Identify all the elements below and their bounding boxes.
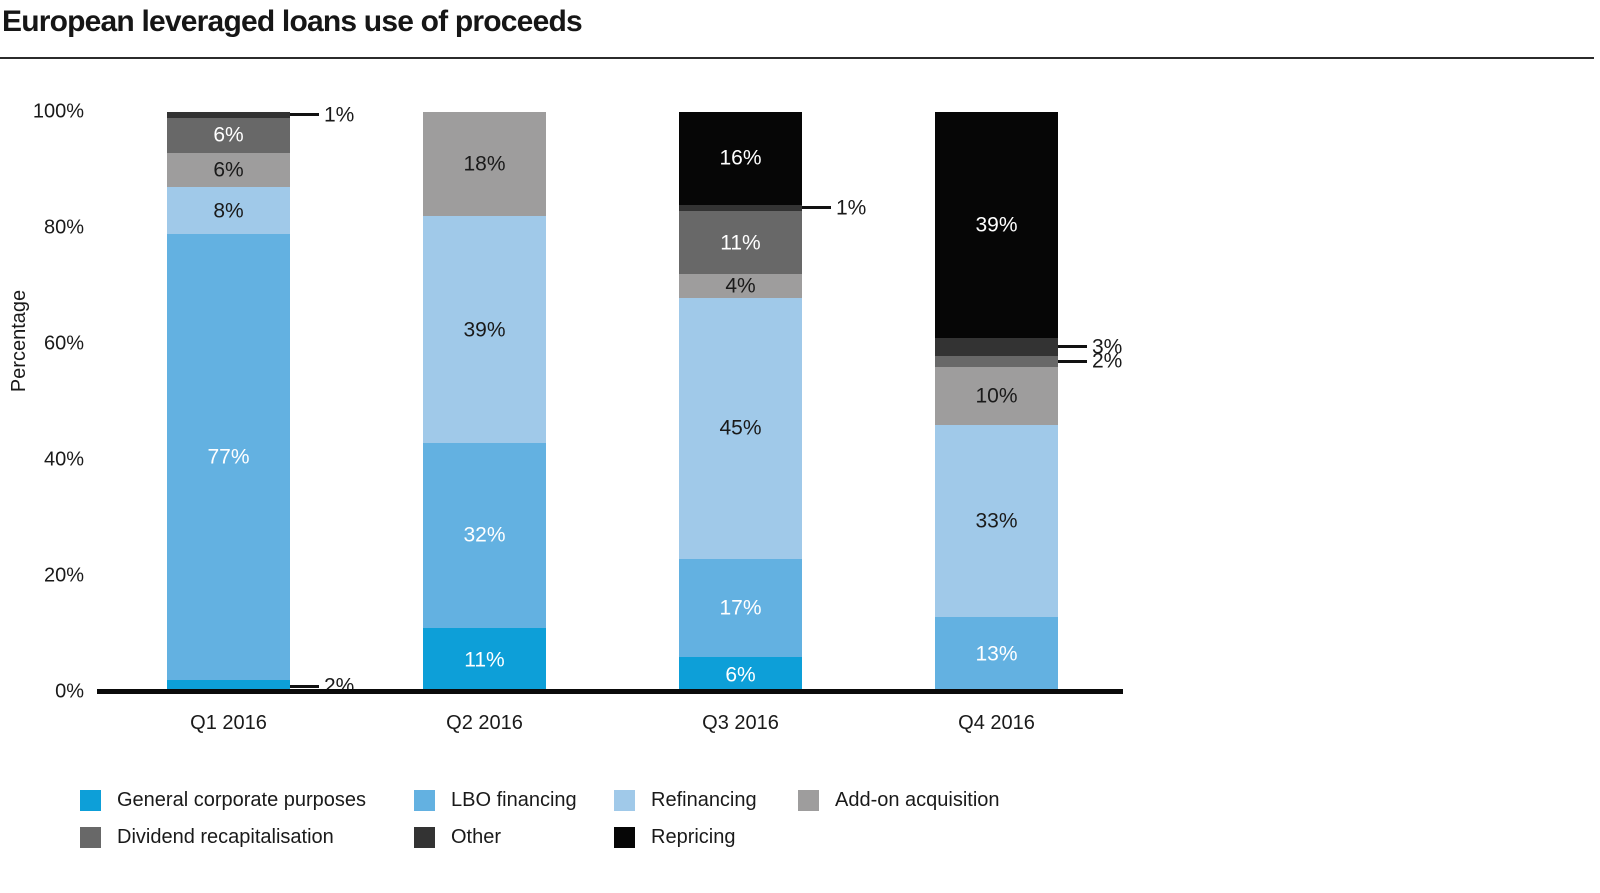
segment-add-on-acquisition-q1-2016 — [167, 152, 290, 188]
segment-dividend-recapitalisation-q1-2016 — [167, 117, 290, 153]
legend-swatch-other — [414, 827, 435, 848]
segment-other-q3-2016 — [679, 204, 802, 211]
x-axis-line — [97, 689, 1123, 694]
legend-item-add-on-acquisition: Add-on acquisition — [798, 789, 1000, 812]
segment-value-label: 45% — [719, 416, 762, 440]
legend-item-refinancing: Refinancing — [614, 789, 757, 812]
callout-leader-line — [290, 113, 319, 117]
callout-value-label: 3% — [1092, 335, 1123, 359]
callout-value-label: 1% — [324, 103, 355, 127]
legend-label: Refinancing — [651, 789, 757, 811]
segment-value-label: 6% — [213, 123, 244, 147]
callout-leader-line — [290, 684, 319, 688]
segment-value-label: 10% — [975, 384, 1018, 408]
legend-swatch-refinancing — [614, 790, 635, 811]
legend-item-lbo-financing: LBO financing — [414, 789, 577, 812]
segment-value-label: 33% — [975, 509, 1018, 533]
callout-value-label: 2% — [1092, 349, 1123, 373]
callout-leader-line — [802, 206, 831, 210]
segment-value-label: 6% — [213, 158, 244, 182]
segment-value-label: 77% — [207, 445, 250, 469]
chart-title: European leveraged loans use of proceeds — [2, 5, 583, 38]
segment-value-label: 4% — [725, 274, 756, 298]
legend-label: General corporate purposes — [117, 789, 367, 811]
y-axis-tick: 80% — [43, 216, 84, 239]
segment-lbo-financing-q3-2016 — [679, 558, 802, 658]
segment-value-label: 18% — [463, 152, 506, 176]
legend-swatch-dividend-recapitalisation — [80, 827, 101, 848]
legend-label: Dividend recapitalisation — [117, 826, 334, 848]
segment-other-q4-2016 — [935, 338, 1058, 356]
callout-leader-line — [1058, 359, 1087, 363]
segment-add-on-acquisition-q4-2016 — [935, 367, 1058, 426]
y-axis-tick: 100% — [32, 100, 84, 123]
segment-repricing-q3-2016 — [679, 112, 802, 205]
segment-refinancing-q3-2016 — [679, 297, 802, 559]
callout-leader-line — [1058, 345, 1087, 349]
legend-item-repricing: Repricing — [614, 826, 735, 849]
legend-label: Repricing — [651, 826, 736, 848]
legend-label: Add-on acquisition — [835, 789, 1000, 811]
legend-label: Other — [451, 826, 502, 848]
segment-general-corporate-purposes-q2-2016 — [423, 628, 546, 692]
callout-value-label: 1% — [836, 196, 867, 220]
legend-swatch-lbo-financing — [414, 790, 435, 811]
x-axis-category-label: Q2 2016 — [446, 712, 523, 734]
segment-value-label: 16% — [719, 146, 762, 170]
segment-value-label: 11% — [720, 231, 761, 254]
segment-refinancing-q2-2016 — [423, 216, 546, 443]
segment-value-label: 8% — [213, 199, 244, 223]
y-axis-tick: 20% — [43, 564, 84, 587]
segment-add-on-acquisition-q3-2016 — [679, 274, 802, 298]
segment-dividend-recapitalisation-q3-2016 — [679, 210, 802, 275]
segment-add-on-acquisition-q2-2016 — [423, 112, 546, 217]
legend-item-other: Other — [414, 826, 501, 849]
segment-value-label: 39% — [463, 318, 506, 341]
segment-lbo-financing-q4-2016 — [935, 616, 1058, 692]
segment-other-q1-2016 — [167, 112, 290, 118]
x-axis-category-label: Q1 2016 — [190, 712, 267, 734]
x-axis-category-label: Q4 2016 — [958, 712, 1035, 734]
segment-lbo-financing-q1-2016 — [167, 233, 290, 681]
segment-refinancing-q1-2016 — [167, 187, 290, 234]
y-axis-tick: 60% — [43, 332, 84, 355]
segment-value-label: 11% — [464, 648, 505, 672]
segment-value-label: 17% — [719, 596, 762, 620]
segment-refinancing-q4-2016 — [935, 425, 1058, 617]
segment-value-label: 13% — [975, 642, 1018, 666]
segment-general-corporate-purposes-q1-2016 — [167, 680, 290, 692]
legend-item-general-corporate-purposes: General corporate purposes — [80, 789, 366, 812]
x-axis-category-label: Q3 2016 — [702, 712, 779, 734]
legend-item-dividend-recapitalisation: Dividend recapitalisation — [80, 826, 334, 849]
segment-general-corporate-purposes-q3-2016 — [679, 657, 802, 692]
y-axis-tick: 40% — [43, 448, 84, 471]
segment-value-label: 39% — [975, 213, 1018, 237]
segment-value-label: 6% — [725, 663, 756, 687]
segment-lbo-financing-q2-2016 — [423, 442, 546, 629]
segment-dividend-recapitalisation-q4-2016 — [935, 355, 1058, 368]
legend-swatch-add-on-acquisition — [798, 790, 819, 811]
y-axis-tick: 0% — [55, 680, 84, 703]
segment-repricing-q4-2016 — [935, 112, 1058, 339]
segment-value-label: 32% — [463, 523, 506, 547]
legend-swatch-general-corporate-purposes — [80, 790, 101, 811]
title-divider — [0, 57, 1594, 59]
legend-label: LBO financing — [451, 789, 577, 811]
legend-swatch-repricing — [614, 827, 635, 848]
